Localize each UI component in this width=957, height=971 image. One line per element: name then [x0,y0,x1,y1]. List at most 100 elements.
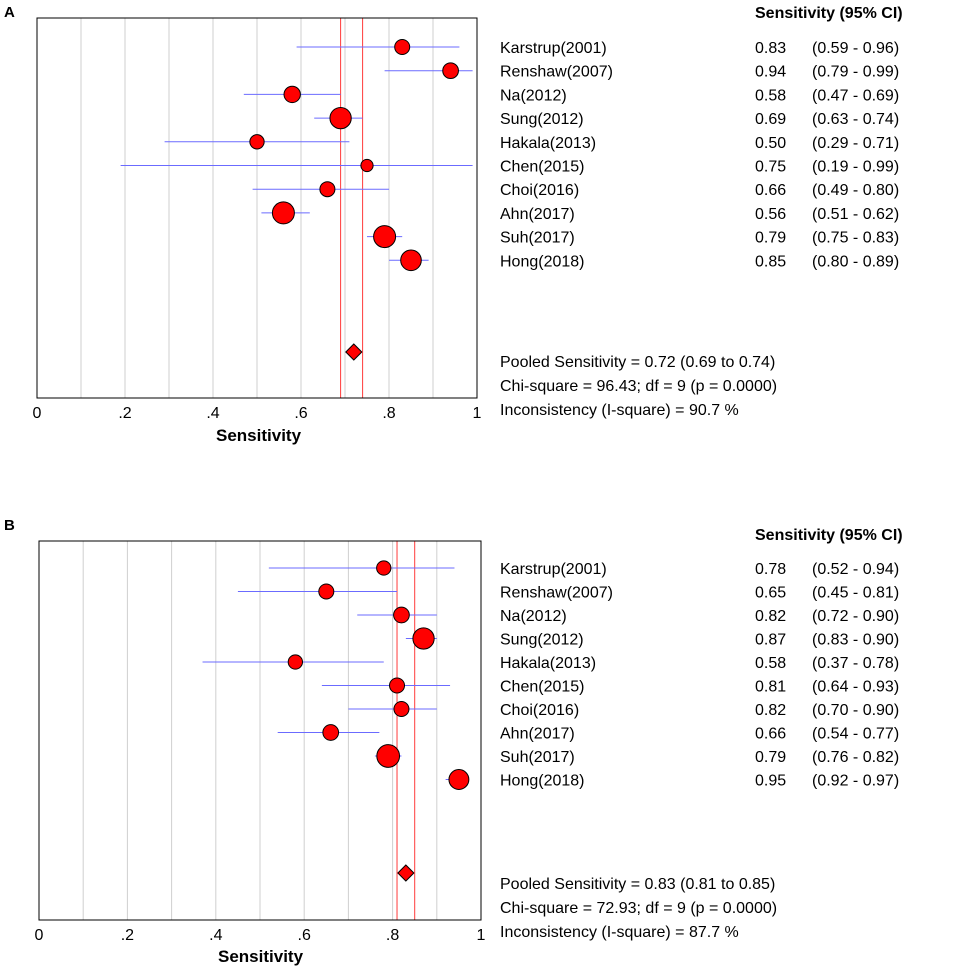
panel-b-study-estimate-3: 0.87 [755,632,786,649]
panel-a-x-axis-label: Sensitivity [216,426,302,445]
panel-letter-b: B [4,517,15,534]
panel-a-x-tick-label: .8 [382,405,395,422]
panel-a-plot-frame [36,17,478,399]
panel-b-x-tick-label: .2 [121,927,134,944]
panel-a-study-name-4: Hakala(2013) [500,135,596,152]
panel-a-point-estimate-2 [283,85,301,104]
panel-a-study-ci-7: (0.51 - 0.62) [812,206,899,223]
panel-a-study-estimate-4: 0.50 [755,135,786,152]
panel-a-study-estimate-5: 0.75 [755,159,786,176]
panel-b-study-name-7: Ahn(2017) [500,726,575,743]
panel-a-point-estimate-4 [249,134,265,150]
panel-b-point-estimate-2 [393,606,410,624]
panel-a-study-estimate-2: 0.58 [755,87,786,104]
panel-a-study-name-7: Ahn(2017) [500,206,575,223]
panel-a-study-ci-1: (0.79 - 0.99) [812,64,899,81]
panel-b-pooled-diamond [397,864,415,882]
panel-a-x-tick-label: 0 [33,405,42,422]
panel-b-study-estimate-1: 0.65 [755,585,786,602]
panel-b-chi-square: Chi-square = 72.93; df = 9 (p = 0.0000) [500,900,777,917]
panel-a-point-estimate-8 [373,225,397,249]
panel-a-study-name-3: Sung(2012) [500,111,584,128]
panel-a-x-tick-label: 1 [473,405,482,422]
panel-b-inconsistency: Inconsistency (I-square) = 87.7 % [500,924,739,941]
panel-b-plot: Karstrup(2001) 0.78 (0.52 - 0.94) Renshaw(2… [35,540,899,944]
panel-b-study-name-9: Hong(2018) [500,773,585,790]
panel-a-study-ci-8: (0.75 - 0.83) [812,230,899,247]
panel-b-study-ci-9: (0.92 - 0.97) [812,773,899,790]
panel-b-study-estimate-4: 0.58 [755,655,786,672]
panel-a-study-name-9: Hong(2018) [500,253,585,270]
panel-a-study-estimate-7: 0.56 [755,206,786,223]
panel-a-pooled-diamond [345,343,363,361]
panel-a-pooled-summary: Pooled Sensitivity = 0.72 (0.69 to 0.74) [500,354,775,371]
panel-a-study-estimate-0: 0.83 [755,40,786,57]
panel-b-column-header: Sensitivity (95% CI) [755,527,903,544]
panel-a-point-estimate-7 [271,201,295,225]
panel-a-study-ci-2: (0.47 - 0.69) [812,87,899,104]
panel-b-study-name-8: Suh(2017) [500,749,575,766]
panel-a-x-tick-label: .2 [118,405,131,422]
panel-b-study-name-4: Hakala(2013) [500,655,596,672]
panel-b-study-name-6: Choi(2016) [500,702,579,719]
panel-b-study-ci-3: (0.83 - 0.90) [812,632,899,649]
panel-b-pooled-summary: Pooled Sensitivity = 0.83 (0.81 to 0.85) [500,876,775,893]
panel-a-plot: Karstrup(2001) 0.83 (0.59 - 0.96) Renshaw(2… [33,17,899,422]
panel-b-x-tick-label: 1 [477,927,486,944]
panel-a-study-ci-4: (0.29 - 0.71) [812,135,899,152]
panel-a-study-estimate-9: 0.85 [755,253,786,270]
panel-b-point-estimate-5 [389,677,406,694]
panel-b-point-estimate-4 [287,654,304,670]
panel-a-chi-square: Chi-square = 96.43; df = 9 (p = 0.0000) [500,378,777,395]
panel-letter-a: A [4,4,15,21]
panel-a-point-estimate-9 [400,249,422,272]
panel-b-point-estimate-3 [412,627,435,650]
panel-a-study-estimate-1: 0.94 [755,64,786,81]
panel-a-study-name-8: Suh(2017) [500,230,575,247]
panel-b-study-estimate-9: 0.95 [755,773,786,790]
panel-b-plot-frame [38,540,482,921]
panel-a-study-name-0: Karstrup(2001) [500,40,607,57]
panel-a-inconsistency: Inconsistency (I-square) = 90.7 % [500,402,739,419]
panel-a-column-header: Sensitivity (95% CI) [755,5,903,22]
panel-a-study-name-1: Renshaw(2007) [500,64,613,81]
panel-b-point-estimate-8 [376,744,401,768]
panel-a-study-name-2: Na(2012) [500,87,567,104]
panel-a-study-ci-9: (0.80 - 0.89) [812,253,899,270]
panel-b-study-estimate-7: 0.66 [755,726,786,743]
panel-b-study-name-0: Karstrup(2001) [500,561,607,578]
panel-b-x-tick-label: .6 [298,927,311,944]
panel-a-study-estimate-3: 0.69 [755,111,786,128]
panel-b-study-estimate-0: 0.78 [755,561,786,578]
panel-b-study-estimate-8: 0.79 [755,749,786,766]
panel-b-study-estimate-5: 0.81 [755,679,786,696]
panel-a-point-estimate-5 [360,158,374,173]
panel-a-x-tick-label: .4 [206,405,219,422]
panel-a-study-estimate-6: 0.66 [755,182,786,199]
panel-b-study-ci-0: (0.52 - 0.94) [812,561,899,578]
panel-b-study-ci-2: (0.72 - 0.90) [812,608,899,625]
panel-b-x-axis-label: Sensitivity [218,947,304,966]
panel-a-study-ci-0: (0.59 - 0.96) [812,40,899,57]
panel-a-x-tick-label: .6 [294,405,307,422]
panel-b-x-tick-label: .4 [209,927,222,944]
panel-b-study-ci-5: (0.64 - 0.93) [812,679,899,696]
panel-b-study-ci-6: (0.70 - 0.90) [812,702,899,719]
panel-b-study-ci-7: (0.54 - 0.77) [812,726,899,743]
panel-b-study-ci-8: (0.76 - 0.82) [812,749,899,766]
panel-b-point-estimate-0 [376,560,392,576]
panel-a-study-ci-3: (0.63 - 0.74) [812,111,899,128]
panel-b-point-estimate-6 [393,701,410,717]
panel-a-point-estimate-6 [319,181,336,198]
panel-a-study-ci-5: (0.19 - 0.99) [812,159,899,176]
panel-a-point-estimate-1 [442,62,459,80]
panel-b-point-estimate-7 [322,724,340,741]
panel-a-study-estimate-8: 0.79 [755,230,786,247]
panel-a-study-name-5: Chen(2015) [500,159,585,176]
panel-b-study-estimate-2: 0.82 [755,608,786,625]
panel-a-study-name-6: Choi(2016) [500,182,579,199]
panel-b-point-estimate-9 [448,769,470,790]
panel-b-point-estimate-1 [318,583,335,600]
panel-a-point-estimate-3 [329,106,352,130]
